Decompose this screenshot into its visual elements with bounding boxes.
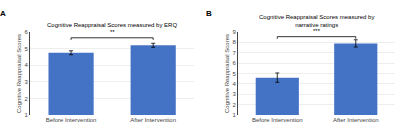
svg-text:**: ** [110,29,115,35]
svg-text:After Intervention: After Intervention [333,117,379,123]
svg-text:7: 7 [233,50,237,56]
svg-text:1: 1 [233,112,237,118]
svg-text:6: 6 [233,60,237,66]
svg-text:2: 2 [233,102,237,108]
svg-text:Cognitive Reappraisal Scores m: Cognitive Reappraisal Scores measured by… [47,22,177,28]
svg-text:B: B [206,9,212,18]
svg-text:Cognitive Reappraisal Scores: Cognitive Reappraisal Scores [16,34,22,113]
svg-text:Before Intervention: Before Intervention [252,117,303,123]
svg-text:3: 3 [24,79,28,85]
svg-text:5: 5 [24,46,28,52]
svg-text:A: A [0,9,6,18]
svg-text:1: 1 [24,112,28,118]
svg-text:After Intervention: After Intervention [130,117,176,123]
svg-text:5: 5 [233,71,237,77]
svg-text:6: 6 [24,29,28,35]
svg-text:9: 9 [233,29,237,35]
svg-text:Cognitive Reappraisal Scores: Cognitive Reappraisal Scores [224,34,230,113]
svg-text:8: 8 [233,39,237,45]
svg-text:2: 2 [24,96,28,102]
svg-text:4: 4 [24,62,28,68]
svg-text:***: *** [313,28,321,34]
svg-text:Cognitive Reappraisal Scores m: Cognitive Reappraisal Scores measured by… [259,14,374,28]
svg-text:3: 3 [233,91,237,97]
svg-text:Before Intervention: Before Intervention [46,117,97,123]
svg-text:4: 4 [233,81,237,87]
